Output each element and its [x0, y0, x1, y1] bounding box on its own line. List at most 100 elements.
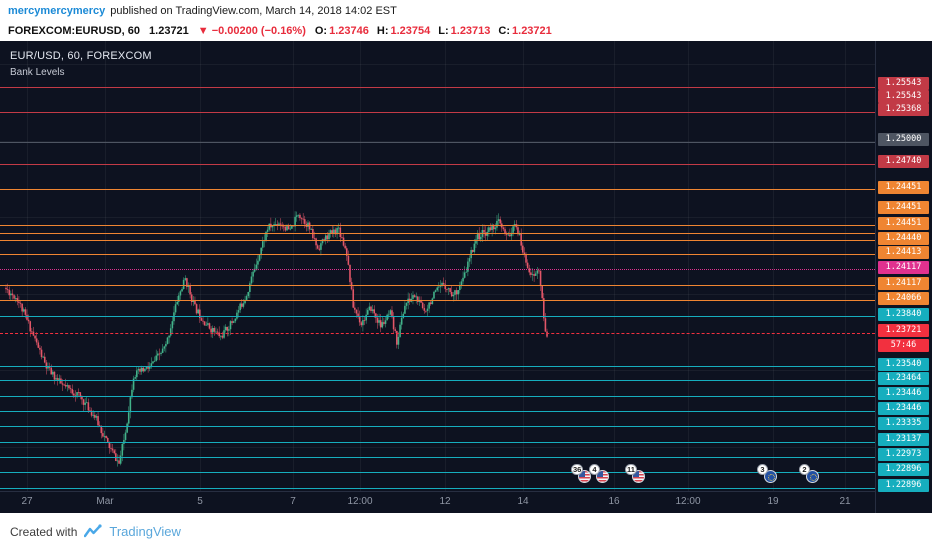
bank-level-line: [0, 366, 875, 367]
event-count-badge: 2: [799, 464, 810, 475]
ohlc-low: L: 1.23713: [438, 25, 490, 37]
last-price: 1.23721: [149, 25, 189, 37]
time-axis-label: 12:00: [347, 496, 373, 507]
price-axis-label: 1.22973: [878, 448, 929, 461]
bank-level-line: [0, 300, 875, 301]
bank-level-line: [0, 233, 875, 234]
ohlc-label: L:: [438, 25, 449, 37]
bank-level-line: [0, 142, 875, 143]
bank-level-line: [0, 380, 875, 381]
ohlc-value: 1.23713: [450, 25, 491, 37]
chart-region: EUR/USD, 60, FOREXCOM Bank Levels 27 Mar 5…: [0, 41, 932, 513]
current-price-label: 1.23721: [878, 324, 929, 337]
eu-flag-icon: [764, 470, 777, 483]
event-count-badge: 4: [589, 464, 600, 475]
price-axis-label: 1.23464: [878, 372, 929, 385]
price-axis[interactable]: 1.25543 1.25543 1.25368 1.25000 1.24740 1.244…: [875, 41, 932, 513]
price-axis-label: 1.23335: [878, 417, 929, 430]
bank-level-line: [0, 457, 875, 458]
time-axis-label: 19: [767, 496, 779, 507]
price-axis-label: 1.22896: [878, 479, 929, 492]
price-axis-label: 1.24740: [878, 155, 929, 168]
time-axis-label: 21: [839, 496, 851, 507]
author-username-link[interactable]: mercymercymercy: [8, 4, 106, 17]
bank-level-line: [0, 396, 875, 397]
bank-level-line: [0, 112, 875, 113]
down-arrow-icon: ▼: [197, 25, 209, 37]
ohlc-high: H: 1.23754: [377, 25, 430, 37]
price-axis-label: 1.25543: [878, 77, 929, 90]
symbol-info-bar: FOREXCOM:EURUSD, 60 1.23721 ▼ −0.00200 (…: [0, 21, 932, 41]
time-axis-label: 5: [197, 496, 203, 507]
bank-level-line: [0, 225, 875, 226]
countdown-label: 57:46: [878, 339, 929, 352]
time-axis-label: 16: [608, 496, 620, 507]
price-axis-label: 1.24440: [878, 232, 929, 245]
time-axis-label: 12:00: [675, 496, 701, 507]
bank-level-line: [0, 269, 875, 270]
price-axis-label: 1.23137: [878, 433, 929, 446]
price-axis-label: 1.24413: [878, 246, 929, 259]
price-axis-label: 1.24117: [878, 277, 929, 290]
bank-level-line: [0, 87, 875, 88]
bank-level-line: [0, 240, 875, 241]
price-axis-label: 1.23446: [878, 402, 929, 415]
bank-level-line: [0, 442, 875, 443]
price-change: ▼ −0.00200 (−0.16%): [198, 25, 306, 37]
ohlc-value: 1.23721: [512, 25, 552, 37]
time-axis-label: 14: [517, 496, 529, 507]
candlestick-chart-canvas[interactable]: [0, 41, 875, 513]
created-with-label: Created with: [10, 524, 78, 539]
time-axis-label: Mar: [96, 496, 114, 507]
price-axis-label: 1.25000: [878, 133, 929, 146]
economic-event-marker[interactable]: 4: [589, 464, 610, 484]
us-flag-icon: [596, 470, 609, 483]
price-axis-label: 1.25543: [878, 90, 929, 103]
current-price-line: [0, 333, 875, 334]
economic-event-marker[interactable]: 2: [799, 464, 820, 484]
economic-event-marker[interactable]: 11: [625, 464, 646, 484]
bank-level-line: [0, 426, 875, 427]
bank-level-line: [0, 472, 875, 473]
ohlc-label: O:: [314, 25, 328, 37]
event-count-badge: 3: [757, 464, 768, 475]
time-axis-label: 7: [290, 496, 296, 507]
price-axis-label: 1.22896: [878, 463, 929, 476]
ohlc-label: C:: [498, 25, 511, 37]
price-axis-label: 1.24451: [878, 181, 929, 194]
bank-level-line: [0, 285, 875, 286]
ohlc-value: 1.23746: [329, 25, 369, 37]
footer: Created with TradingView: [0, 513, 932, 550]
bank-level-line: [0, 189, 875, 190]
ohlc-label: H:: [376, 25, 389, 37]
ohlc-values: O: 1.23746 H: 1.23754 L: 1.23713 C: 1.23721: [315, 25, 552, 37]
price-axis-label: 1.23840: [878, 308, 929, 321]
ohlc-open: O: 1.23746: [315, 25, 369, 37]
ohlc-value: 1.23754: [390, 25, 431, 37]
event-count-badge: 36: [571, 464, 584, 475]
price-axis-label: 1.24451: [878, 217, 929, 230]
indicator-name: Bank Levels: [10, 67, 65, 78]
price-axis-label: 1.23540: [878, 358, 929, 371]
economic-event-marker[interactable]: 36: [571, 464, 592, 484]
publish-header: mercymercymercy published on TradingView…: [0, 0, 932, 21]
price-axis-label: 1.24117: [878, 261, 929, 274]
chart-symbol-title: EUR/USD, 60, FOREXCOM: [10, 50, 152, 62]
time-axis-label: 27: [21, 496, 33, 507]
price-axis-label: 1.25368: [878, 103, 929, 116]
price-axis-label: 1.24451: [878, 201, 929, 214]
tradingview-logo-icon[interactable]: [84, 523, 102, 540]
publish-info: published on TradingView.com, March 14, …: [110, 4, 397, 17]
tradingview-brand-link[interactable]: TradingView: [109, 524, 181, 539]
time-axis[interactable]: 27 Mar 5 7 12:00 12 14 16 12:00 19 21: [0, 491, 875, 513]
bank-level-line: [0, 411, 875, 412]
price-axis-label: 1.23446: [878, 387, 929, 400]
event-count-badge: 11: [625, 464, 637, 475]
chart-legend[interactable]: EUR/USD, 60, FOREXCOM Bank Levels: [10, 50, 152, 78]
bank-level-line: [0, 316, 875, 317]
bank-level-line: [0, 164, 875, 165]
economic-event-marker[interactable]: 3: [757, 464, 778, 484]
symbol-name: FOREXCOM:EURUSD, 60: [8, 25, 141, 37]
time-axis-label: 12: [439, 496, 451, 507]
